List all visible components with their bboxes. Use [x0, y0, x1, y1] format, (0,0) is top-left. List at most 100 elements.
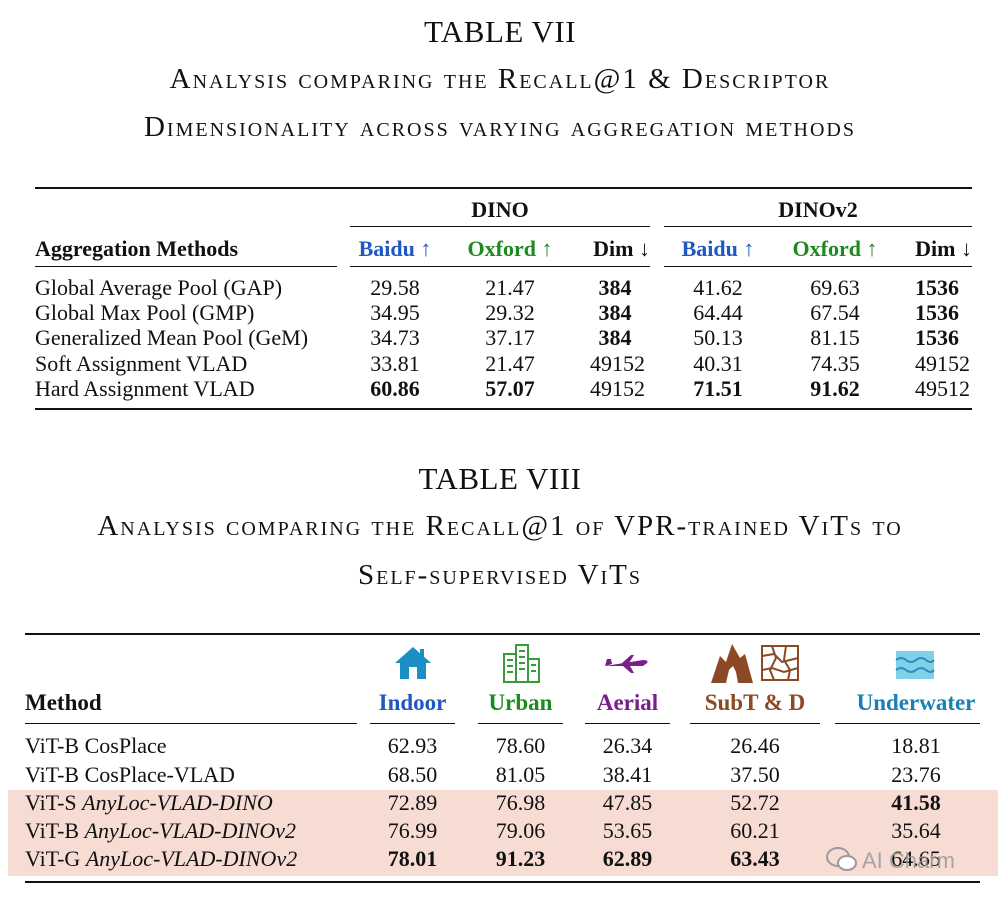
model-name: CosPlace-VLAD — [84, 762, 235, 787]
table7-dino-baidu-cell: 34.73 — [370, 325, 420, 350]
table7-method-cell: Generalized Mean Pool (GeM) — [35, 325, 309, 350]
table7-dino-dim-cell: 384 — [598, 300, 632, 325]
table7-dino-dim-cell: 384 — [598, 325, 632, 350]
table8-method-cell: ViT-B CosPlace-VLAD — [25, 762, 235, 788]
table7-header-rule-method — [35, 266, 337, 267]
table7-header-rule-dinov2 — [664, 266, 972, 267]
model-prefix: ViT-B — [25, 818, 80, 843]
table7-dino-oxford-cell: 57.07 — [485, 376, 535, 401]
table8-caption-line1: Analysis comparing the Recall@1 of VPR-t… — [97, 510, 903, 542]
map-icon — [760, 644, 800, 687]
anyloc-highlight-band — [8, 790, 998, 876]
table7-dino-oxford-cell: 29.32 — [485, 300, 535, 325]
table7-header-rule-dino — [350, 266, 650, 267]
table7-group-dino: DINO — [471, 197, 529, 222]
table8-col-underwater: Underwater — [856, 690, 976, 715]
table7-dino-oxford-cell: 37.17 — [485, 325, 535, 350]
table8-col-aerial: Aerial — [596, 690, 659, 715]
table7-dinov2-oxford-cell: 91.62 — [810, 376, 860, 401]
table7-method-cell: Global Average Pool (GAP) — [35, 275, 283, 300]
table7-dino-dim-cell: 49152 — [590, 351, 645, 376]
table7-dinov2-baidu-cell: 64.44 — [693, 300, 743, 325]
table8-caption-line2: Self-supervised ViTs — [357, 559, 643, 591]
table7-dinov2-baidu-cell: 71.51 — [693, 376, 743, 401]
model-prefix: ViT-S — [25, 790, 77, 815]
table8-urban-cell: 91.23 — [495, 846, 546, 871]
table8-col-method: Method — [25, 690, 102, 715]
house-icon — [393, 645, 433, 686]
table8-indoor-cell: 68.50 — [387, 762, 438, 787]
table8-col-indoor: Indoor — [378, 690, 447, 715]
table7-dino-rule — [350, 226, 650, 227]
table8-indoor-cell: 76.99 — [387, 818, 438, 843]
table7-dinov2-dim-cell: 1536 — [915, 275, 959, 300]
table7-dinov2-dim-cell: 1536 — [915, 325, 959, 350]
table7-col-dinov2-baidu: Baidu ↑ — [681, 236, 755, 261]
table8-aerial-cell: 38.41 — [602, 762, 653, 787]
model-name: AnyLoc-VLAD-DINOv2 — [85, 846, 298, 871]
table8-urban-cell: 81.05 — [495, 762, 546, 787]
table7-col-dinov2-dim: Dim ↓ — [915, 236, 972, 261]
table8-underwater-cell: 41.58 — [891, 790, 941, 815]
table8-method-cell: ViT-S AnyLoc-VLAD-DINO — [25, 790, 273, 816]
table8-underwater-cell: 23.76 — [891, 762, 941, 787]
table7-dinov2-rule — [664, 226, 972, 227]
model-name: AnyLoc-VLAD-DINO — [82, 790, 273, 815]
table7-caption-line2: Dimensionality across varying aggregatio… — [143, 111, 857, 143]
table7-bottom-rule — [35, 408, 972, 410]
table8-urban-cell: 79.06 — [495, 818, 546, 843]
table8-header-rule — [835, 723, 980, 724]
table7-dinov2-oxford-cell: 74.35 — [810, 351, 860, 376]
table7-dino-baidu-cell: 29.58 — [370, 275, 420, 300]
table7-dino-baidu-cell: 34.95 — [370, 300, 420, 325]
airplane-icon — [603, 652, 649, 681]
watermark-text: AI Charm — [862, 848, 955, 873]
water-icon — [895, 650, 935, 685]
table8-method-cell: ViT-B CosPlace — [25, 733, 167, 759]
table8-indoor-cell: 72.89 — [387, 790, 438, 815]
table8-col-urban: Urban — [488, 690, 553, 715]
table7-dinov2-baidu-cell: 40.31 — [693, 351, 743, 376]
table7-top-rule — [35, 187, 972, 189]
table7-col-dino-oxford: Oxford ↑ — [467, 236, 553, 261]
buildings-icon — [500, 642, 542, 689]
table7-col-dino-dim: Dim ↓ — [593, 236, 650, 261]
table7-dino-dim-cell: 384 — [598, 275, 632, 300]
table8-aerial-cell: 47.85 — [602, 790, 653, 815]
table8-header-rule — [690, 723, 820, 724]
table8-aerial-cell: 53.65 — [602, 818, 653, 843]
wechat-icon — [826, 846, 858, 879]
model-prefix: ViT-B — [25, 762, 80, 787]
table8-aerial-cell: 26.34 — [602, 733, 653, 758]
table8-header-rule — [478, 723, 563, 724]
table8-urban-cell: 76.98 — [495, 790, 546, 815]
table7-dinov2-dim-cell: 1536 — [915, 300, 959, 325]
table7-dino-oxford-cell: 21.47 — [485, 351, 535, 376]
model-name: CosPlace — [84, 733, 167, 758]
model-prefix: ViT-B — [25, 733, 80, 758]
table7-col-dino-baidu: Baidu ↑ — [358, 236, 432, 261]
table8-indoor-cell: 62.93 — [387, 733, 438, 758]
table7-dinov2-dim-cell: 49152 — [915, 351, 970, 376]
table7-dinov2-dim-cell: 49512 — [915, 376, 970, 401]
model-prefix: ViT-G — [25, 846, 81, 871]
table8-header-rule — [25, 723, 357, 724]
table8-aerial-cell: 62.89 — [602, 846, 653, 871]
table8-underwater-cell: 64.65 — [891, 846, 941, 871]
table8-method-cell: ViT-G AnyLoc-VLAD-DINOv2 — [25, 846, 297, 872]
table7-dino-dim-cell: 49152 — [590, 376, 645, 401]
table7-col-method: Aggregation Methods — [35, 236, 239, 261]
table8-top-rule — [25, 633, 980, 635]
table8-header-rule — [585, 723, 670, 724]
table7-dinov2-baidu-cell: 41.62 — [693, 275, 743, 300]
table7-method-cell: Global Max Pool (GMP) — [35, 300, 255, 325]
table8-subt-cell: 26.46 — [730, 733, 780, 758]
table8-subt-cell: 60.21 — [730, 818, 780, 843]
table8-method-cell: ViT-B AnyLoc-VLAD-DINOv2 — [25, 818, 296, 844]
cave-icon — [710, 642, 754, 689]
table7-method-cell: Soft Assignment VLAD — [35, 351, 248, 376]
table8-urban-cell: 78.60 — [495, 733, 546, 758]
table8-bottom-rule — [25, 881, 980, 883]
model-name: AnyLoc-VLAD-DINOv2 — [84, 818, 297, 843]
table8-header-rule — [370, 723, 455, 724]
